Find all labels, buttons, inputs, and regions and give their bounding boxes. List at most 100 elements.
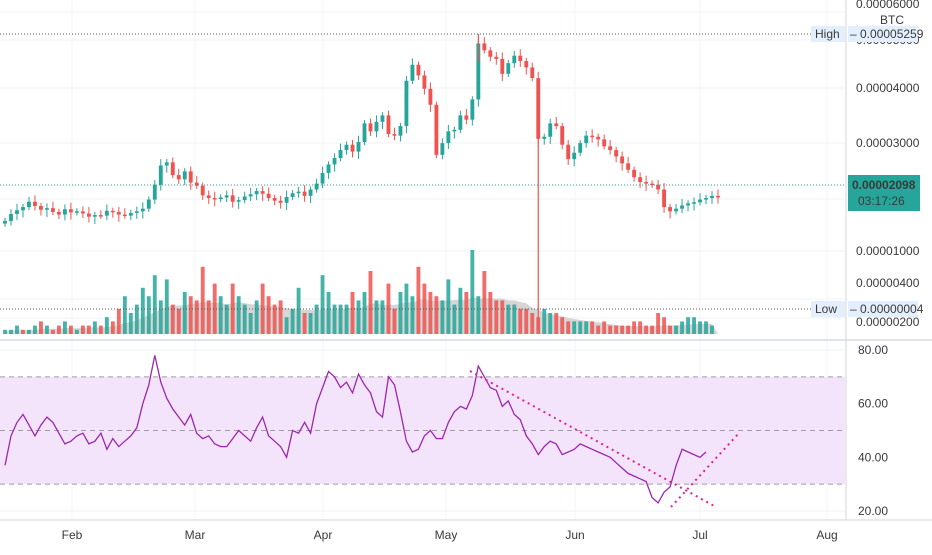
volume-bar xyxy=(51,329,55,334)
volume-bar xyxy=(56,325,61,334)
volume-bar xyxy=(584,321,589,334)
rsi-axis-tick-label: 60.00 xyxy=(858,397,888,411)
volume-bar xyxy=(266,296,271,334)
candle-body xyxy=(218,197,223,200)
volume-bar xyxy=(596,325,601,334)
rsi-axis-tick-label: 80.00 xyxy=(858,343,888,357)
time-axis-tick-label: Apr xyxy=(314,528,333,542)
volume-bar xyxy=(704,321,708,334)
volume-bar xyxy=(698,321,702,334)
candle-body xyxy=(51,208,55,212)
volume-bar xyxy=(188,296,193,334)
candle-body xyxy=(332,158,337,165)
candle-body xyxy=(356,142,361,152)
volume-bar xyxy=(272,304,277,334)
volume-bar xyxy=(680,321,684,334)
candle-body xyxy=(560,126,565,145)
candle-body xyxy=(260,191,265,194)
volume-bar xyxy=(200,266,205,334)
volume-bar xyxy=(278,300,283,334)
candle-body xyxy=(146,199,151,209)
volume-bar xyxy=(572,321,577,334)
candle-body xyxy=(572,152,577,160)
volume-bar xyxy=(464,292,469,334)
candle-body xyxy=(476,43,481,100)
candle-body xyxy=(494,56,499,59)
volume-bar xyxy=(482,271,487,334)
candle-body xyxy=(626,163,631,170)
volume-bar xyxy=(320,275,325,334)
candle-body xyxy=(308,189,313,196)
candle-body xyxy=(266,193,271,199)
price-axis-tick-label: 0.00000200 xyxy=(856,315,920,329)
candle-body xyxy=(716,195,720,198)
candle-body xyxy=(410,64,415,81)
candle-body xyxy=(638,177,643,183)
volume-bar xyxy=(45,325,49,334)
rsi-trendline-up xyxy=(670,431,741,508)
volume-bar xyxy=(452,304,457,334)
volume-bar xyxy=(554,313,559,334)
candle-body xyxy=(15,210,19,215)
candle-body xyxy=(104,210,109,216)
volume-bar xyxy=(488,292,493,334)
candle-body xyxy=(140,208,145,212)
rsi-pane xyxy=(0,339,932,508)
candle-body xyxy=(116,211,121,215)
candle-body xyxy=(578,143,583,153)
candle-body xyxy=(554,123,559,127)
candle-body xyxy=(39,206,43,210)
volume-bar xyxy=(308,313,313,334)
volume-bar xyxy=(542,308,547,334)
volume-bar xyxy=(236,296,241,334)
volume-bar xyxy=(158,300,163,334)
candle-body xyxy=(27,201,31,208)
candle-body xyxy=(650,183,655,186)
volume-bar xyxy=(710,325,714,334)
volume-bar xyxy=(248,313,253,334)
candle-body xyxy=(524,61,529,68)
candle-body xyxy=(692,202,696,204)
volume-bar xyxy=(692,317,696,334)
candle-body xyxy=(680,205,684,209)
volume-bar xyxy=(512,304,517,334)
volume-bar xyxy=(33,325,37,334)
candle-body xyxy=(224,195,229,198)
candle-body xyxy=(230,195,235,202)
candle-body xyxy=(374,121,379,132)
volume-bar xyxy=(39,321,43,334)
candle-body xyxy=(170,162,175,176)
candle-body xyxy=(644,182,649,184)
candle-body xyxy=(74,211,79,213)
volume-bar xyxy=(530,313,535,334)
volume-bar xyxy=(590,321,595,334)
volume-bar xyxy=(128,313,133,334)
volume-bar xyxy=(632,321,637,334)
candle-body xyxy=(33,201,37,207)
bar-countdown: 03:17:26 xyxy=(858,194,905,208)
candle-body xyxy=(392,134,397,136)
volume-bar xyxy=(638,321,643,334)
candle-body xyxy=(45,208,49,210)
volume-bar xyxy=(302,313,307,334)
price-axis-tick-label: 0.00001000 xyxy=(856,244,920,258)
candle-body xyxy=(584,135,589,144)
candle-body xyxy=(110,210,115,213)
low-value-box xyxy=(848,301,918,317)
volume-bar xyxy=(152,275,157,334)
high-value-box xyxy=(848,26,918,42)
candle-body xyxy=(350,144,355,152)
volume-bar xyxy=(9,329,13,334)
volume-bar xyxy=(434,296,439,334)
time-axis-tick-label: May xyxy=(435,528,458,542)
candle-body xyxy=(134,211,139,213)
volume-bar xyxy=(662,317,667,334)
volume-bar xyxy=(518,308,523,334)
candle-body xyxy=(290,193,295,197)
volume-bar xyxy=(422,283,427,334)
low-value: – 0.00000004 xyxy=(850,302,924,316)
volume-bar xyxy=(620,325,625,334)
candle-body xyxy=(512,55,517,64)
volume-bar xyxy=(446,279,451,334)
